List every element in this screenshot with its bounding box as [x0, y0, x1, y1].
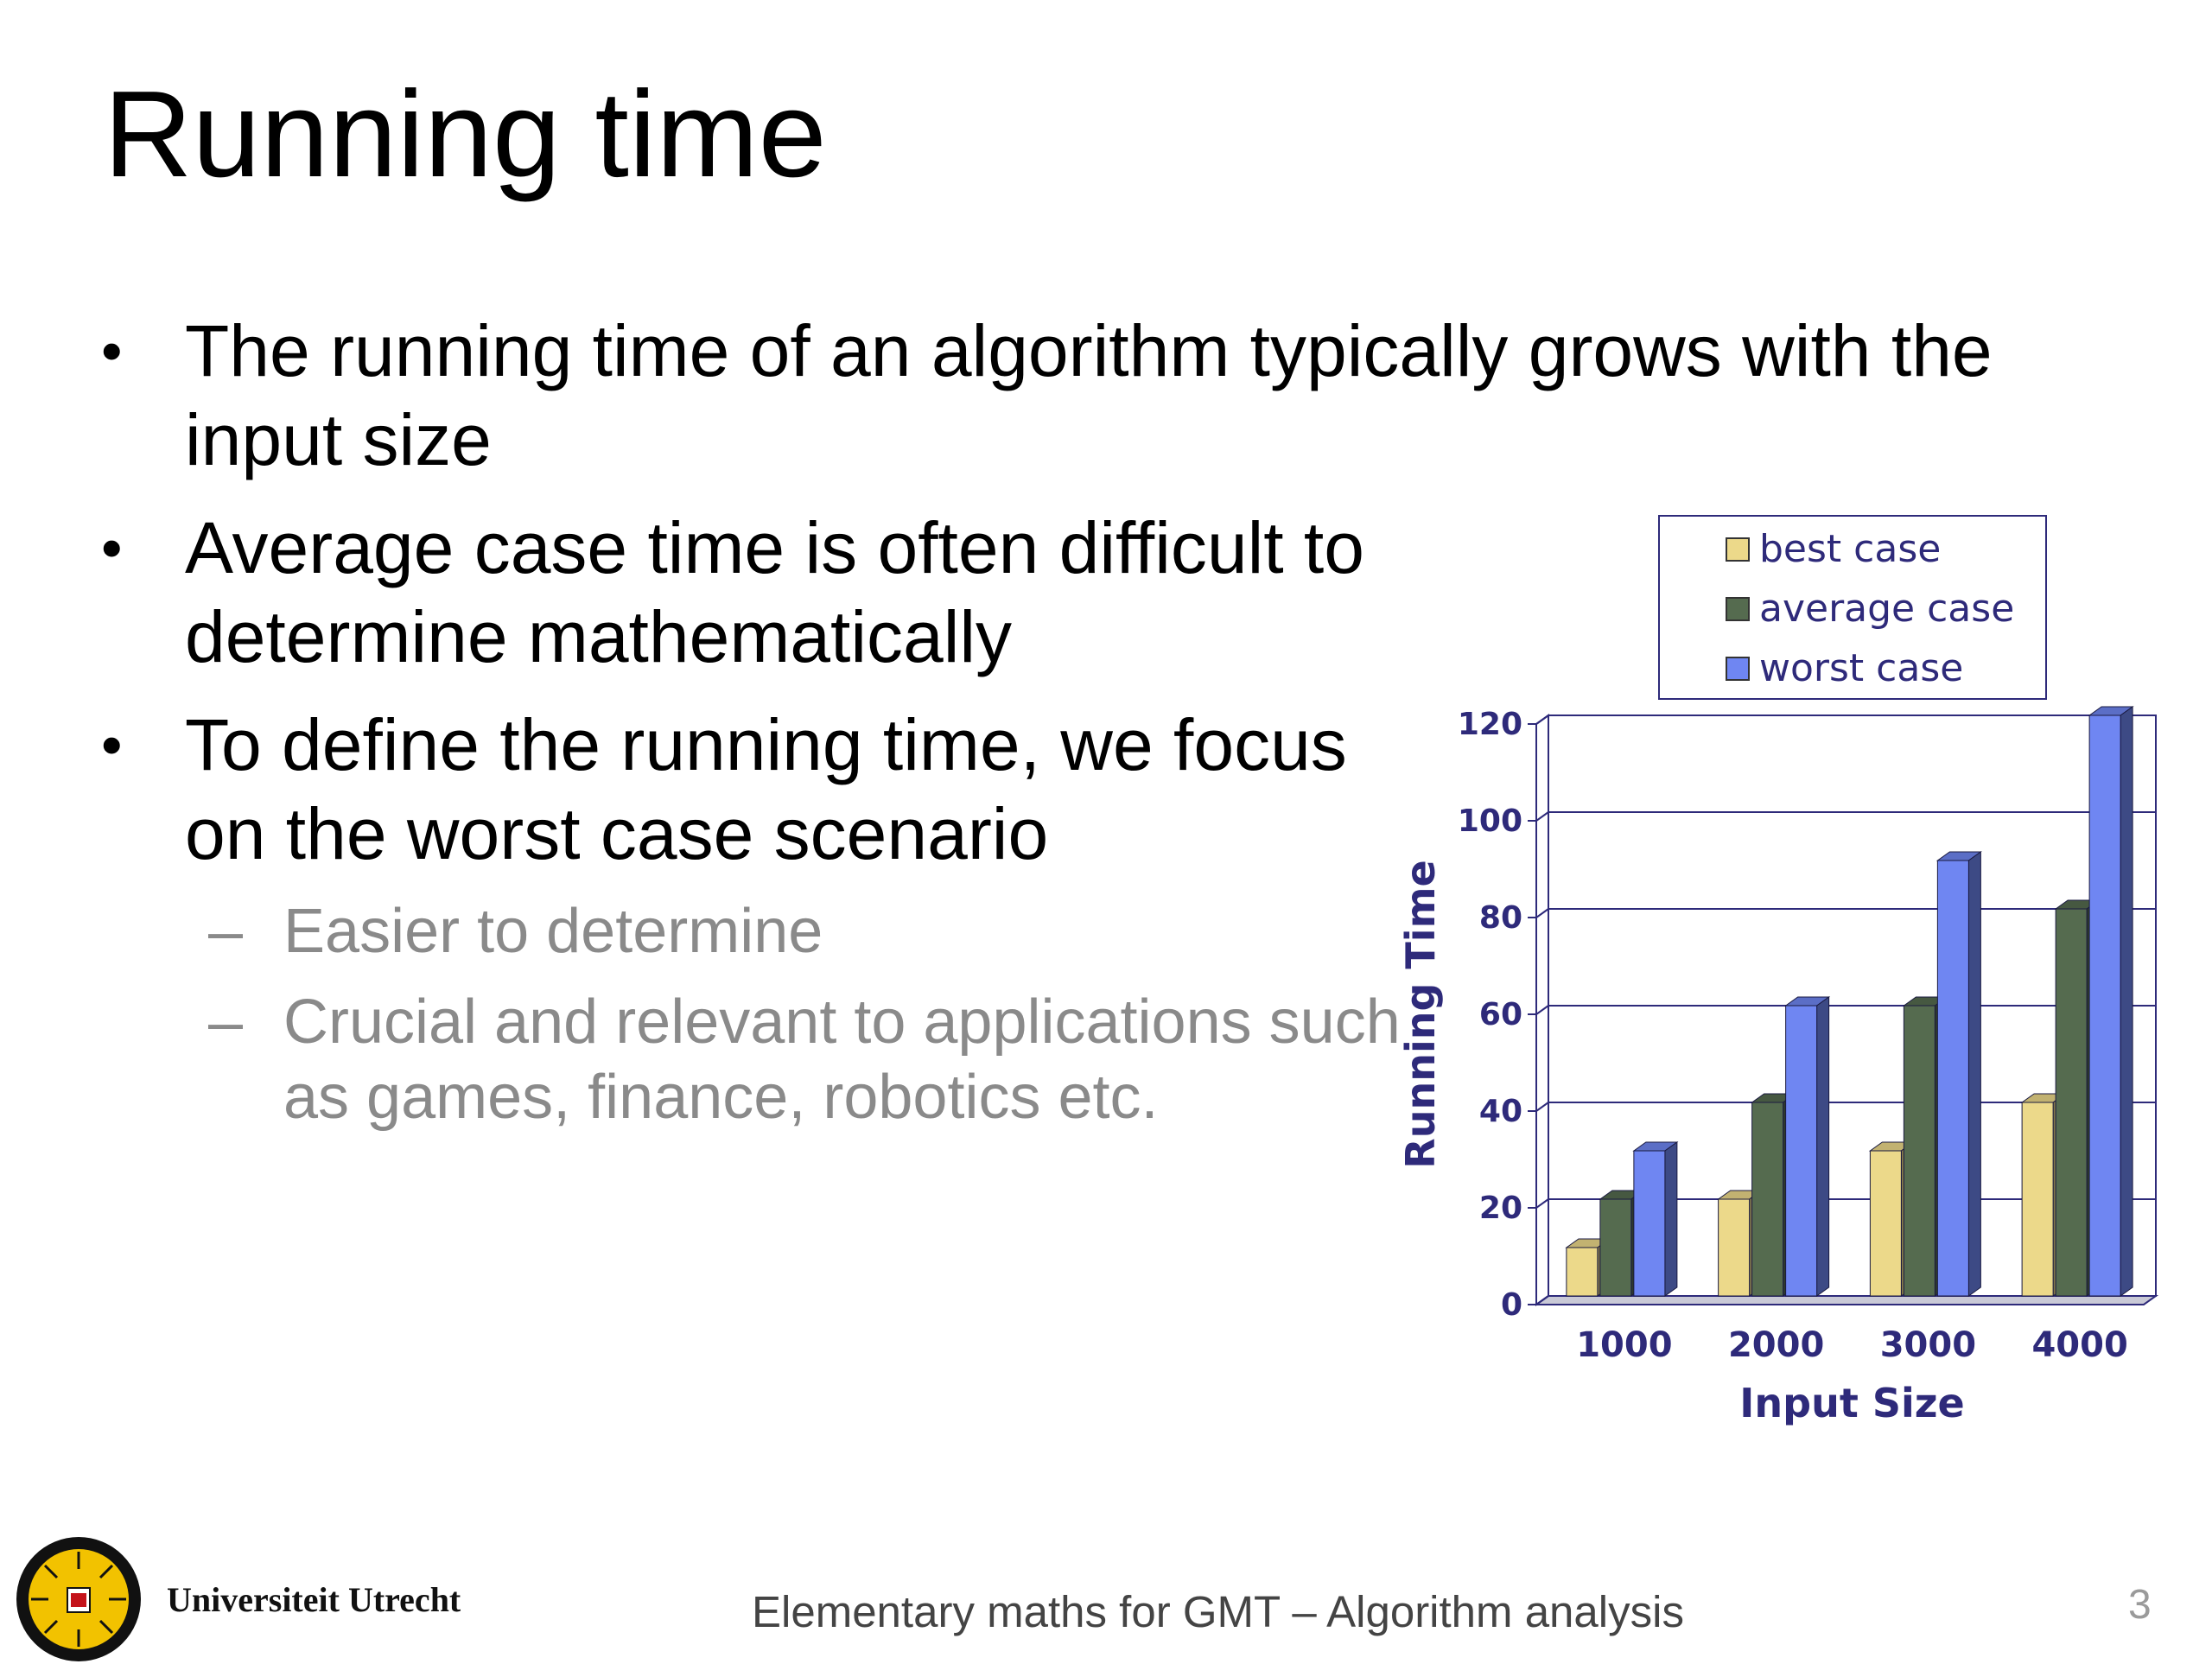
legend-swatch — [1726, 657, 1750, 681]
legend-label: worst case — [1759, 646, 1963, 690]
sub-bullet-item: – Easier to determine — [208, 894, 1450, 969]
bar — [1599, 1198, 1632, 1297]
bullet-dot: • — [101, 317, 123, 384]
legend-label: average case — [1759, 587, 2014, 631]
bar — [2021, 1102, 2054, 1297]
bar-side — [1664, 1141, 1678, 1297]
bar — [1869, 1150, 1902, 1297]
y-tick-label: 120 — [1458, 707, 1522, 742]
bullet-item: • To define the running time, we focus o… — [101, 701, 1429, 879]
legend-label: best case — [1759, 527, 1941, 571]
bullet-text: The running time of an algorithm typical… — [185, 310, 1993, 480]
bullet-dot: • — [101, 514, 123, 581]
gridline-depth — [1535, 1198, 1549, 1209]
bar — [1751, 1102, 1784, 1297]
footer-course: Elementary maths for GMT – Algorithm ana… — [752, 1587, 1684, 1636]
sub-bullet-text: Easier to determine — [283, 897, 823, 966]
gridline-depth — [1535, 715, 1549, 725]
bullet-item: • Average case time is often difficult t… — [101, 504, 1429, 682]
y-tick-label: 0 — [1501, 1287, 1522, 1323]
chart-legend — [1658, 515, 2047, 700]
x-tick-label: 2000 — [1728, 1325, 1824, 1365]
x-tick-label: 3000 — [1880, 1325, 1976, 1365]
sub-bullet-text: Crucial and relevant to applications suc… — [283, 988, 1401, 1132]
slide-title: Running time — [104, 66, 827, 203]
bar — [1936, 860, 1969, 1297]
page-number: 3 — [2128, 1582, 2152, 1628]
y-tick-label: 40 — [1479, 1094, 1522, 1129]
bullet-text: Average case time is often difficult to … — [185, 507, 1364, 677]
university-seal-icon — [16, 1537, 141, 1661]
sub-bullet-item: – Crucial and relevant to applications s… — [208, 985, 1450, 1135]
bar — [1718, 1198, 1751, 1297]
gridline-depth — [1535, 1005, 1549, 1015]
gridline-depth — [1535, 1102, 1549, 1112]
bullet-dot: • — [101, 711, 123, 778]
x-tick-label: 1000 — [1576, 1325, 1672, 1365]
x-axis-title: Input Size — [1739, 1380, 1964, 1426]
bar — [2088, 715, 2121, 1297]
bar — [1785, 1005, 1818, 1297]
bullet-text: To define the running time, we focus on … — [185, 704, 1347, 874]
y-tick-label: 60 — [1479, 997, 1522, 1032]
bar-side — [2120, 706, 2133, 1297]
y-tick-label: 100 — [1458, 803, 1522, 839]
legend-swatch — [1726, 597, 1750, 621]
sub-bullet-dash: – — [208, 897, 244, 966]
bar-side — [1816, 996, 1830, 1297]
bar — [1566, 1247, 1599, 1297]
y-tick-label: 20 — [1479, 1191, 1522, 1226]
gridline-depth — [1535, 1295, 1549, 1305]
bar — [1633, 1150, 1666, 1297]
bar — [1903, 1005, 1936, 1297]
bar-side — [1967, 851, 1981, 1297]
bullet-item: • The running time of an algorithm typic… — [101, 307, 2129, 485]
y-axis-title: Running Time — [1397, 860, 1444, 1168]
bar — [2055, 908, 2088, 1297]
x-tick-label: 4000 — [2031, 1325, 2127, 1365]
plot-floor — [1533, 1295, 2159, 1305]
gridline-depth — [1535, 908, 1549, 918]
sub-bullet-dash: – — [208, 988, 244, 1057]
institution-name: Universiteit Utrecht — [167, 1580, 461, 1619]
y-tick-label: 80 — [1479, 900, 1522, 936]
legend-swatch — [1726, 537, 1750, 562]
gridline-depth — [1535, 811, 1549, 822]
